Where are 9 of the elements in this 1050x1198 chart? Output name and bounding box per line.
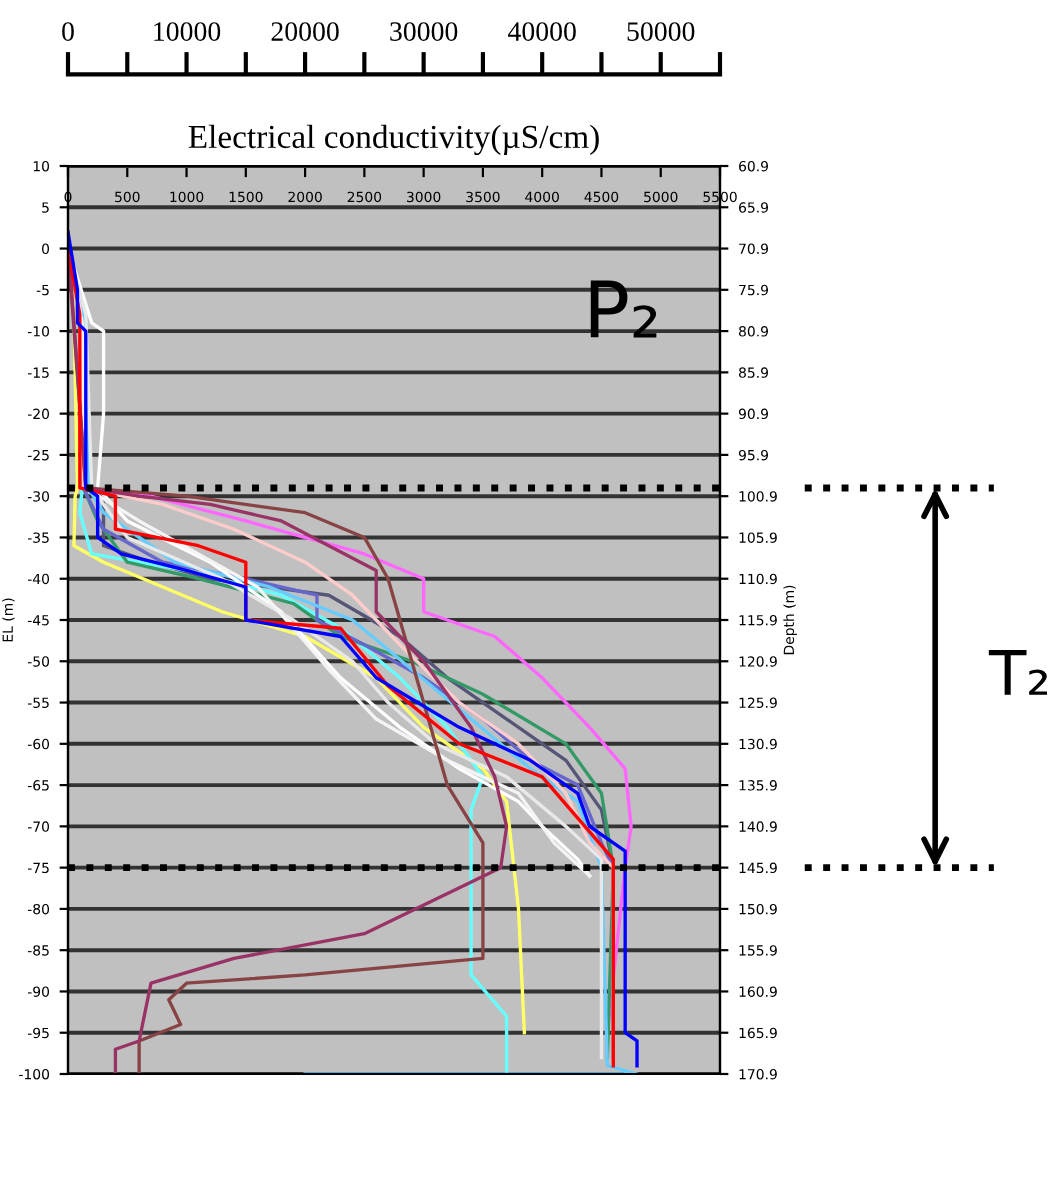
x2-tick-label: 0 (62, 22, 74, 41)
text: T₂ (988, 650, 1047, 695)
x2-tick-label: 50000 (627, 22, 695, 41)
x2-tick-label: 30000 (390, 22, 458, 41)
annotation: P₂ (590, 280, 657, 338)
x2-tick-label: 10000 (154, 22, 221, 41)
x-axis-title: Electrical conductivity(µS/cm) (188, 124, 599, 156)
x2-tick-label: 40000 (508, 22, 576, 41)
x2-tick-label: 20000 (271, 22, 339, 41)
